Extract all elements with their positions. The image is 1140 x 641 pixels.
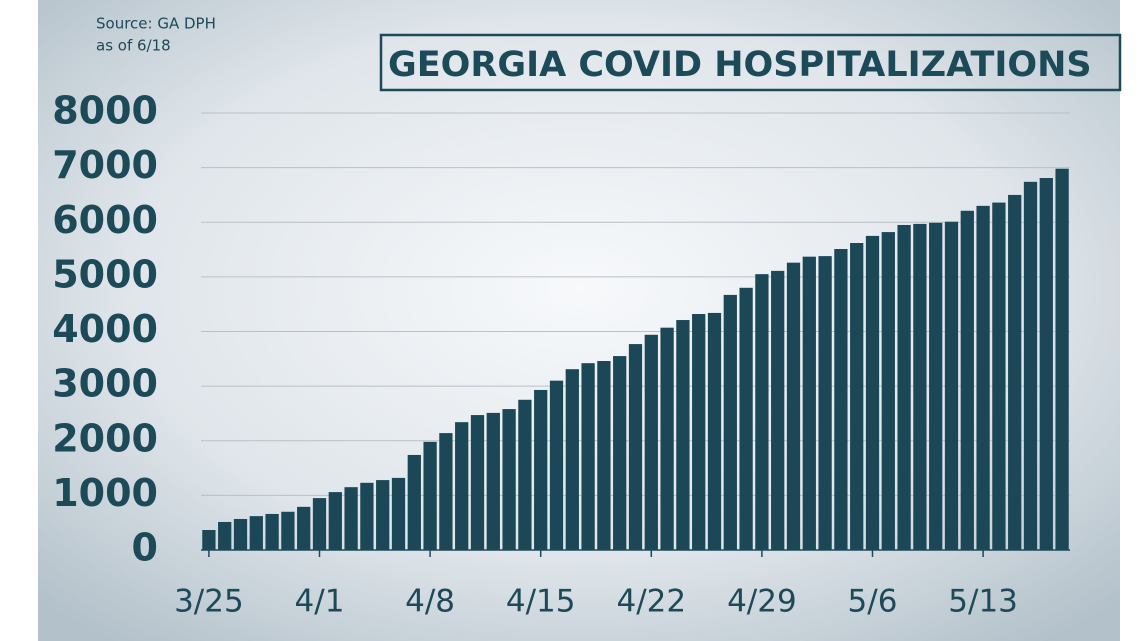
bar xyxy=(297,506,311,550)
bar xyxy=(581,363,595,550)
source-date: as of 6/18 xyxy=(96,37,171,55)
bar xyxy=(628,344,643,550)
bar xyxy=(865,235,880,550)
bar xyxy=(786,262,801,550)
bar xyxy=(944,221,959,551)
y-tick-label: 0 xyxy=(132,526,158,570)
bar xyxy=(1039,178,1053,550)
bar xyxy=(565,369,579,550)
bar xyxy=(834,249,848,551)
y-tick-label: 1000 xyxy=(52,471,158,515)
bar xyxy=(755,274,769,550)
bar xyxy=(802,256,816,550)
bar xyxy=(218,521,232,550)
bar xyxy=(249,516,263,550)
bar xyxy=(707,312,722,550)
bar xyxy=(976,205,990,551)
bar xyxy=(676,320,690,550)
bar xyxy=(376,480,390,550)
bar xyxy=(265,513,279,550)
x-tick-label: 4/8 xyxy=(405,584,455,620)
x-tick-label: 4/22 xyxy=(616,584,686,620)
y-tick-label: 2000 xyxy=(52,416,158,460)
bar xyxy=(312,498,327,550)
bar xyxy=(518,399,532,550)
bar xyxy=(771,270,785,550)
bar xyxy=(202,530,216,550)
bar xyxy=(439,433,453,550)
y-tick-label: 4000 xyxy=(52,307,158,351)
bar xyxy=(913,223,927,551)
y-tick-label: 8000 xyxy=(52,89,158,133)
bar xyxy=(739,287,753,550)
y-tick-label: 5000 xyxy=(52,252,158,296)
bar xyxy=(1055,168,1069,550)
x-tick-label: 4/15 xyxy=(506,584,576,620)
x-tick-label: 4/1 xyxy=(295,584,345,620)
bar xyxy=(423,441,437,550)
x-tick-label: 5/6 xyxy=(848,584,898,620)
bar xyxy=(233,518,248,550)
chart-title: GEORGIA COVID HOSPITALIZATIONS xyxy=(388,45,1092,85)
x-tick-label: 3/25 xyxy=(174,584,244,620)
bar xyxy=(992,202,1006,550)
bar xyxy=(486,412,500,550)
bar xyxy=(897,224,911,550)
bar xyxy=(613,356,627,550)
bar xyxy=(328,492,342,550)
bar xyxy=(850,243,864,550)
bar xyxy=(1008,194,1022,550)
bar xyxy=(470,415,485,550)
bar xyxy=(455,422,469,550)
bar xyxy=(723,294,737,550)
y-tick-label: 7000 xyxy=(52,143,158,187)
bar xyxy=(344,487,358,550)
bar xyxy=(407,454,421,550)
bar xyxy=(818,256,832,550)
bar xyxy=(502,409,516,550)
bar xyxy=(881,232,895,550)
bar xyxy=(281,511,295,550)
source: Source: GA DPH xyxy=(96,15,216,33)
title-box xyxy=(379,33,1122,92)
bar xyxy=(660,327,674,550)
bar xyxy=(391,477,406,550)
bar xyxy=(1023,181,1038,550)
bar xyxy=(549,380,564,550)
bar xyxy=(597,360,611,550)
bar xyxy=(534,389,548,550)
bar xyxy=(929,222,943,550)
x-tick-label: 4/29 xyxy=(727,584,797,620)
bar xyxy=(960,210,974,550)
x-tick-label: 5/13 xyxy=(948,584,1018,620)
y-tick-label: 3000 xyxy=(52,362,158,406)
bar xyxy=(644,334,658,550)
bar xyxy=(360,482,374,550)
bar xyxy=(692,314,706,550)
y-tick-label: 6000 xyxy=(52,198,158,242)
